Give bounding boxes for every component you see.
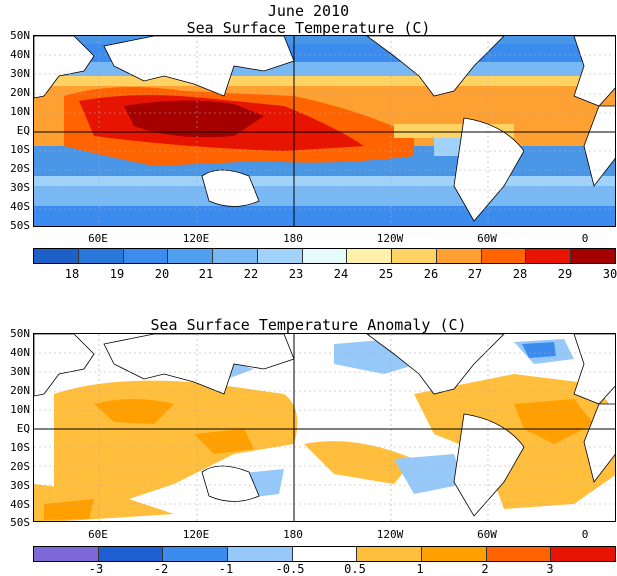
sst-colorbar-label: 25 [378, 267, 394, 281]
sst-colorbar-swatch [213, 249, 258, 263]
sst-colorbar-label: 29 [557, 267, 573, 281]
lat-label: 10N [10, 403, 30, 416]
sst-colorbar-label: 19 [109, 267, 125, 281]
sst-colorbar-label: 26 [423, 267, 439, 281]
sst-colorbar-swatch [78, 249, 124, 263]
lat-label: 40S [10, 498, 30, 511]
sst-colorbar-swatch [347, 249, 393, 263]
anomaly-colorbar [33, 546, 616, 562]
lat-label: 30S [10, 479, 30, 492]
sst-colorbar-swatch [571, 249, 615, 263]
lat-label: EQ [16, 422, 30, 435]
sst-colorbar-swatch [302, 249, 348, 263]
sst-colorbar-label: 20 [154, 267, 170, 281]
lon-label: 0 [581, 528, 589, 541]
anomaly-colorbar-label: -1 [218, 562, 234, 576]
lat-label: 40S [10, 200, 30, 213]
sst-colorbar [33, 248, 616, 264]
anomaly-map-title: Sea Surface Temperature Anomaly (C) [150, 316, 467, 334]
sst-colorbar-label: 27 [467, 267, 483, 281]
anomaly-colorbar-label: -2 [153, 562, 169, 576]
sst-colorbar-label: 22 [243, 267, 259, 281]
sst-colorbar-label: 18 [64, 267, 80, 281]
lat-label: 40N [10, 346, 30, 359]
lon-label: 120W [376, 528, 404, 541]
anomaly-colorbar-swatch [228, 547, 293, 561]
lat-label: 10S [10, 143, 30, 156]
lat-label: 20S [10, 460, 30, 473]
anomaly-map [33, 333, 616, 522]
lat-label: 20S [10, 162, 30, 175]
lat-label: 40N [10, 48, 30, 61]
sst-colorbar-label: 28 [512, 267, 528, 281]
lon-label: 120E [182, 232, 210, 245]
sst-colorbar-label: 24 [333, 267, 349, 281]
lat-label: 20N [10, 384, 30, 397]
lat-label: 20N [10, 86, 30, 99]
sst-map-title: Sea Surface Temperature (C) [186, 19, 431, 37]
lat-label: EQ [16, 124, 30, 137]
anomaly-colorbar-swatch [292, 547, 358, 561]
lon-label: 60E [88, 528, 108, 541]
anomaly-colorbar-swatch [422, 547, 487, 561]
anomaly-colorbar-label: 3 [546, 562, 554, 576]
anomaly-colorbar-swatch [551, 547, 616, 561]
anomaly-colorbar-swatch [98, 547, 164, 561]
sst-colorbar-swatch [436, 249, 482, 263]
anomaly-colorbar-swatch [163, 547, 229, 561]
anomaly-colorbar-swatch [34, 547, 99, 561]
lat-label: 50N [10, 29, 30, 42]
lon-label: 180 [283, 528, 303, 541]
sst-colorbar-swatch [168, 249, 214, 263]
lat-label: 10S [10, 441, 30, 454]
anomaly-colorbar-label: 0.5 [344, 562, 366, 576]
lat-label: 30N [10, 67, 30, 80]
sst-colorbar-swatch [123, 249, 169, 263]
lat-label: 10N [10, 105, 30, 118]
sst-colorbar-label: 30 [602, 267, 617, 281]
anomaly-colorbar-label: 1 [416, 562, 424, 576]
lon-label: 60W [477, 232, 497, 245]
lon-label: 120E [182, 528, 210, 541]
sst-colorbar-label: 21 [198, 267, 214, 281]
anomaly-colorbar-label: 2 [481, 562, 489, 576]
anomaly-colorbar-swatch [486, 547, 552, 561]
anomaly-colorbar-label: -3 [88, 562, 104, 576]
sst-colorbar-swatch [257, 249, 303, 263]
lon-label: 180 [283, 232, 303, 245]
lat-label: 50N [10, 327, 30, 340]
lat-label: 30S [10, 181, 30, 194]
anomaly-colorbar-swatch [357, 547, 423, 561]
lon-label: 120W [376, 232, 404, 245]
lat-label: 50S [10, 219, 30, 232]
sst-colorbar-swatch [481, 249, 527, 263]
sst-colorbar-label: 23 [288, 267, 304, 281]
lat-label: 30N [10, 365, 30, 378]
sst-colorbar-swatch [34, 249, 79, 263]
map-date-title: June 2010 [267, 2, 350, 20]
lon-label: 0 [581, 232, 589, 245]
sst-map [33, 35, 616, 227]
sst-colorbar-swatch [392, 249, 437, 263]
lon-label: 60E [88, 232, 108, 245]
lat-label: 50S [10, 516, 30, 529]
anomaly-colorbar-label: -0.5 [275, 562, 305, 576]
sst-colorbar-swatch [526, 249, 572, 263]
lon-label: 60W [477, 528, 497, 541]
